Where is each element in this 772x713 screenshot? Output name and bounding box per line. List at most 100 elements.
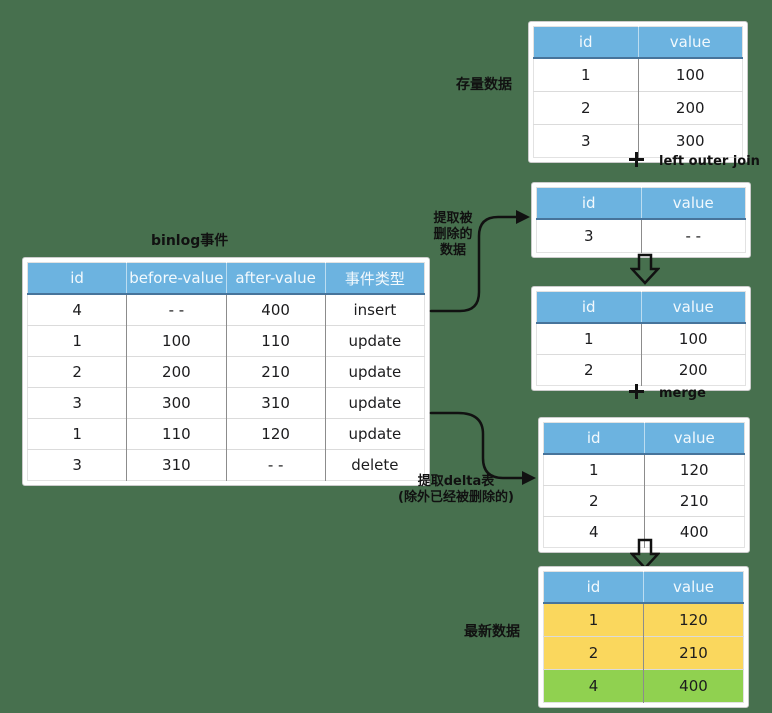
binlog-title: binlog事件 [151,233,229,249]
arrowhead-icon [522,471,536,485]
after-join-table: id value 1 100 2 200 [531,286,751,391]
binlog-table: id before-value after-value 事件类型 4 - - 4… [22,257,430,486]
table-row: 4 - - 400 insert [28,294,425,326]
column-header-id: id [543,571,644,604]
extract-delta-line: 提取delta表 [417,474,495,489]
cell-id: 1 [543,603,644,637]
cell-event-type: insert [324,294,425,326]
column-header-id: id [533,26,638,59]
cell-id: 1 [580,66,591,84]
merge-label: merge [659,386,706,401]
extract-deleted-line: 提取被 [433,211,473,226]
extract-delta-label: 提取delta表 (除外已经被删除的) [392,474,520,506]
table-header-row: id value [543,571,744,604]
cell-id: 2 [543,485,644,517]
table-row: 1 100 [537,323,746,355]
cell-after: 120 [225,418,326,450]
cell-value: 100 [640,323,746,355]
cell-value: 400 [643,516,745,548]
table-row: 3 300 310 update [27,387,425,419]
table-row: 2 200 210 update [27,356,425,388]
column-header-id: id [27,262,127,295]
table-row: 2 200 [533,91,743,125]
column-header-id: id [536,187,641,220]
table-header-row: id value [536,187,746,220]
extract-deleted-line: 数据 [439,243,466,258]
extract-deleted-line: 删除的 [433,227,473,242]
table-row: 3 310 - - delete [27,449,425,481]
cell-value: 210 [643,485,745,517]
table-row: 3 300 [533,124,743,158]
cell-after: - - [225,449,326,481]
table-row-updated: 2 210 [543,636,744,670]
column-header-value: value [640,187,746,220]
extract-deleted-label: 提取被 删除的 数据 [421,211,485,259]
cell-event-type: update [324,325,425,357]
binlog-grid: id before-value after-value 事件类型 4 - - 4… [27,262,425,481]
column-header-event-type: 事件类型 [324,262,425,295]
cell-event-type: update [324,356,425,388]
extract-delta-line: (除外已经被删除的) [398,490,514,505]
cell-id: 4 [543,669,644,703]
table-header-row: id value [533,26,743,59]
cell-id: 1 [27,325,127,357]
deleted-rows-table: id value 3 - - [531,182,751,258]
cell-value: 210 [643,636,744,670]
table-header-row: id value [536,291,746,324]
cell-value: 120 [643,603,744,637]
cell-id: 3 [27,449,127,481]
cell-id: 4 [72,301,82,319]
column-header-after-value: after-value [225,262,326,295]
table-row: 1 110 120 update [27,418,425,450]
cell-before: 110 [126,418,226,450]
plus-icon [629,152,644,171]
cell-id: 3 [27,387,127,419]
cell-after: 400 [225,294,326,326]
table-row: 3 - - [537,219,746,253]
cell-value: - - [640,219,746,253]
arrow-extract-delta [429,411,524,480]
plus-icon [629,384,644,403]
cell-before: 100 [126,325,226,357]
cell-event-type: update [324,418,425,450]
cell-id: 2 [533,91,638,125]
cell-value: 300 [637,124,743,158]
latest-grid: id value 1 120 2 210 4 400 [543,571,744,703]
cell-id: 4 [543,516,644,548]
cell-id: 2 [27,356,127,388]
cell-id: 3 [583,227,594,245]
table-row: 4 400 [543,516,745,548]
column-header-id: id [543,422,644,455]
column-header-before-value: before-value [126,262,226,295]
table-row-updated: 1 120 [543,603,744,637]
column-header-value: value [640,291,746,324]
cell-value: 120 [643,454,745,486]
cell-before: 300 [126,387,226,419]
table-row: 2 200 [536,354,746,386]
table-header-row: id before-value after-value 事件类型 [27,262,425,295]
left-outer-join-op: left outer join [629,152,760,171]
cell-value: 100 [637,58,743,92]
column-header-id: id [536,291,641,324]
latest-table: id value 1 120 2 210 4 400 [538,566,749,708]
table-row: 2 210 [543,485,745,517]
cell-id: 1 [583,330,594,348]
delta-table: id value 1 120 2 210 4 400 [538,417,750,553]
table-row: 1 100 [534,58,743,92]
table-row: 1 120 [544,454,745,486]
cell-id: 1 [27,418,127,450]
stock-data-label: 存量数据 [456,77,512,93]
left-outer-join-label: left outer join [659,154,760,169]
cell-event-type: update [324,387,425,419]
latest-data-label: 最新数据 [464,624,520,640]
cell-value: 200 [637,91,743,125]
table-header-row: id value [543,422,745,455]
merge-op: merge [629,384,706,403]
cell-before: 310 [126,449,226,481]
cell-value: 400 [643,669,744,703]
cell-id: 2 [543,636,644,670]
column-header-value: value [643,571,744,604]
after-join-grid: id value 1 100 2 200 [536,291,746,386]
arrowhead-icon [516,210,530,224]
cell-value: 200 [640,354,746,386]
